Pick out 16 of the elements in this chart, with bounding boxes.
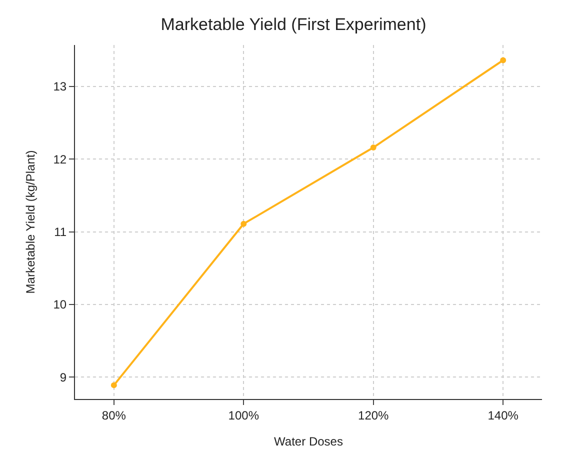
point: [370, 144, 376, 150]
y-axis-title: Marketable Yield (kg/Plant): [24, 150, 38, 294]
y-tick-label: 13: [53, 80, 67, 94]
x-tick-label: 140%: [488, 408, 519, 422]
y-tick-label: 12: [53, 152, 67, 166]
point: [240, 220, 247, 227]
x-tick-label: 80%: [102, 408, 126, 422]
point: [500, 57, 506, 64]
chart-title: Marketable Yield (First Experiment): [160, 15, 426, 34]
x-tick-label: 100%: [228, 408, 260, 422]
x-axis-title: Water Doses: [274, 434, 343, 448]
y-tick-label: 10: [53, 298, 67, 312]
y-tick-label: 11: [54, 225, 67, 240]
point: [110, 382, 117, 388]
y-tick-label: 9: [60, 370, 67, 384]
x-tick-label: 120%: [358, 408, 390, 422]
